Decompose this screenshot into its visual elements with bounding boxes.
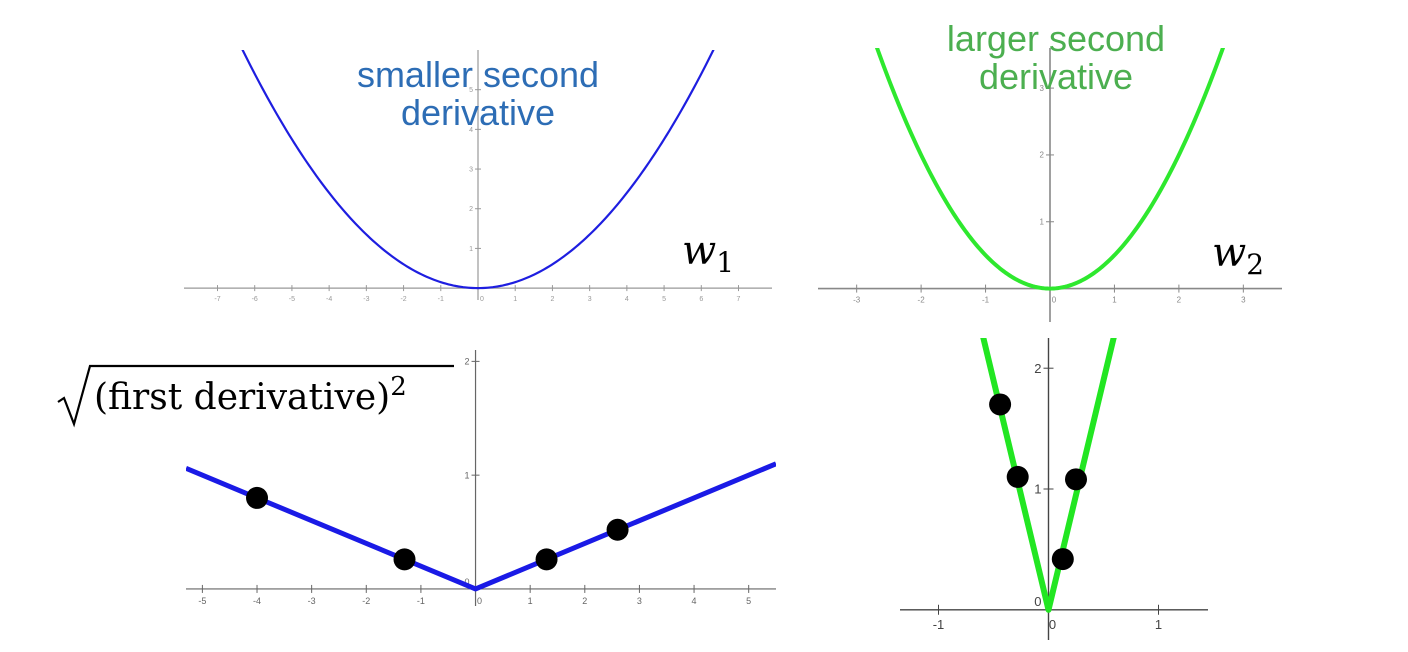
axis-label-w1-sub: 1: [716, 246, 735, 279]
y-tick-label: 2: [1034, 361, 1041, 376]
data-point: [989, 393, 1012, 416]
y-zero-label: 0: [465, 577, 470, 587]
x-tick-label: -1: [417, 596, 425, 606]
x-tick-label: 1: [1155, 617, 1162, 632]
x-tick-label: 1: [528, 596, 533, 606]
x-tick-label: -2: [918, 296, 926, 305]
curve-line: [186, 461, 776, 592]
chart-bottom-right: -1 0 1 1 2 0: [900, 338, 1208, 640]
curve-line: [874, 48, 1226, 291]
data-point: [606, 518, 629, 541]
x-tick-label: 0: [1052, 296, 1057, 305]
x-tick-label: -3: [363, 296, 369, 303]
x-tick-label: -4: [253, 596, 261, 606]
y-tick-label: 1: [1034, 482, 1041, 497]
y-tick-label: 1: [1040, 218, 1045, 227]
x-tick-label: -5: [198, 596, 206, 606]
y-tick-label: 3: [1040, 84, 1045, 93]
data-point: [246, 486, 269, 509]
x-tick-label: 2: [1177, 296, 1182, 305]
y-tick-label: 3: [469, 166, 473, 173]
x-tick-label: -1: [933, 617, 945, 632]
x-tick-label: 2: [550, 296, 554, 303]
chart-top-right: -3 -2 -1 0 1 2 3 1 2 3: [818, 48, 1282, 322]
x-tick-label: 1: [1112, 296, 1117, 305]
axis-label-w2-base: w: [1212, 230, 1247, 276]
x-tick-label: -7: [214, 296, 220, 303]
x-tick-label: -6: [252, 296, 258, 303]
y-tick-label: 2: [465, 357, 470, 367]
radicand-exponent: 2: [390, 372, 407, 402]
axis-label-w1: w1: [682, 228, 734, 279]
annotation-smaller-second-derivative: smaller second derivative: [318, 56, 638, 132]
chart-bottom-left: -5 -4 -3 -2 -1 0 1 2 3 4 5 1 2 0: [186, 350, 776, 606]
x-tick-label: 0: [477, 596, 482, 606]
x-tick-label: 5: [746, 596, 751, 606]
y-tick-label: 2: [1040, 151, 1045, 160]
x-tick-label: 0: [480, 296, 484, 303]
x-tick-label: 1: [513, 296, 517, 303]
y-tick-label: 2: [469, 206, 473, 213]
y-zero-label: 0: [1034, 594, 1041, 609]
axis-label-w1-base: w: [682, 228, 717, 274]
x-tick-label: -5: [289, 296, 295, 303]
x-tick-label: 0: [1049, 617, 1056, 632]
x-tick-label: 7: [737, 296, 741, 303]
y-tick-label: 1: [465, 470, 470, 480]
data-point: [1065, 468, 1087, 491]
annotation-line-1: larger second: [946, 18, 1166, 59]
x-tick-label: 3: [1241, 296, 1246, 305]
x-tick-label: 5: [662, 296, 666, 303]
chart-top-left: -7 -6 -5 -4 -3 -2 -1 0 1 2 3 4 5 6 7 1 2 3 4 5: [184, 50, 772, 303]
annotation-line-2: derivative: [978, 56, 1134, 97]
curve-line: [980, 338, 1117, 613]
curve-line: [241, 50, 715, 290]
x-tick-label: -2: [362, 596, 370, 606]
data-point: [1051, 548, 1074, 571]
x-tick-label: 3: [588, 296, 592, 303]
x-tick-label: -3: [308, 596, 316, 606]
x-tick-label: 6: [699, 296, 703, 303]
annotation-line-1: smaller second: [356, 54, 600, 95]
x-tick-label: -2: [400, 296, 406, 303]
data-point: [393, 548, 416, 571]
x-tick-label: 3: [637, 596, 642, 606]
radical-sign: [57, 364, 454, 428]
x-tick-label: -3: [853, 296, 861, 305]
annotation-larger-second-derivative: larger second derivative: [906, 20, 1206, 96]
data-point: [1006, 465, 1029, 488]
y-tick-label: 4: [469, 127, 473, 134]
radicand: (first derivative)2: [94, 372, 407, 418]
axis-label-w2-sub: 2: [1246, 248, 1265, 281]
annotation-line-2: derivative: [400, 92, 556, 133]
x-tick-label: 4: [692, 596, 697, 606]
y-tick-label: 1: [469, 246, 473, 253]
x-tick-label: -1: [982, 296, 990, 305]
y-tick-label: 5: [469, 87, 473, 94]
axis-label-w2: w2: [1212, 230, 1264, 281]
x-tick-label: -4: [326, 296, 332, 303]
x-tick-label: 2: [582, 596, 587, 606]
x-tick-label: 4: [625, 296, 629, 303]
radicand-text: (first derivative): [94, 377, 391, 418]
data-point: [535, 548, 558, 571]
x-tick-label: -1: [438, 296, 444, 303]
